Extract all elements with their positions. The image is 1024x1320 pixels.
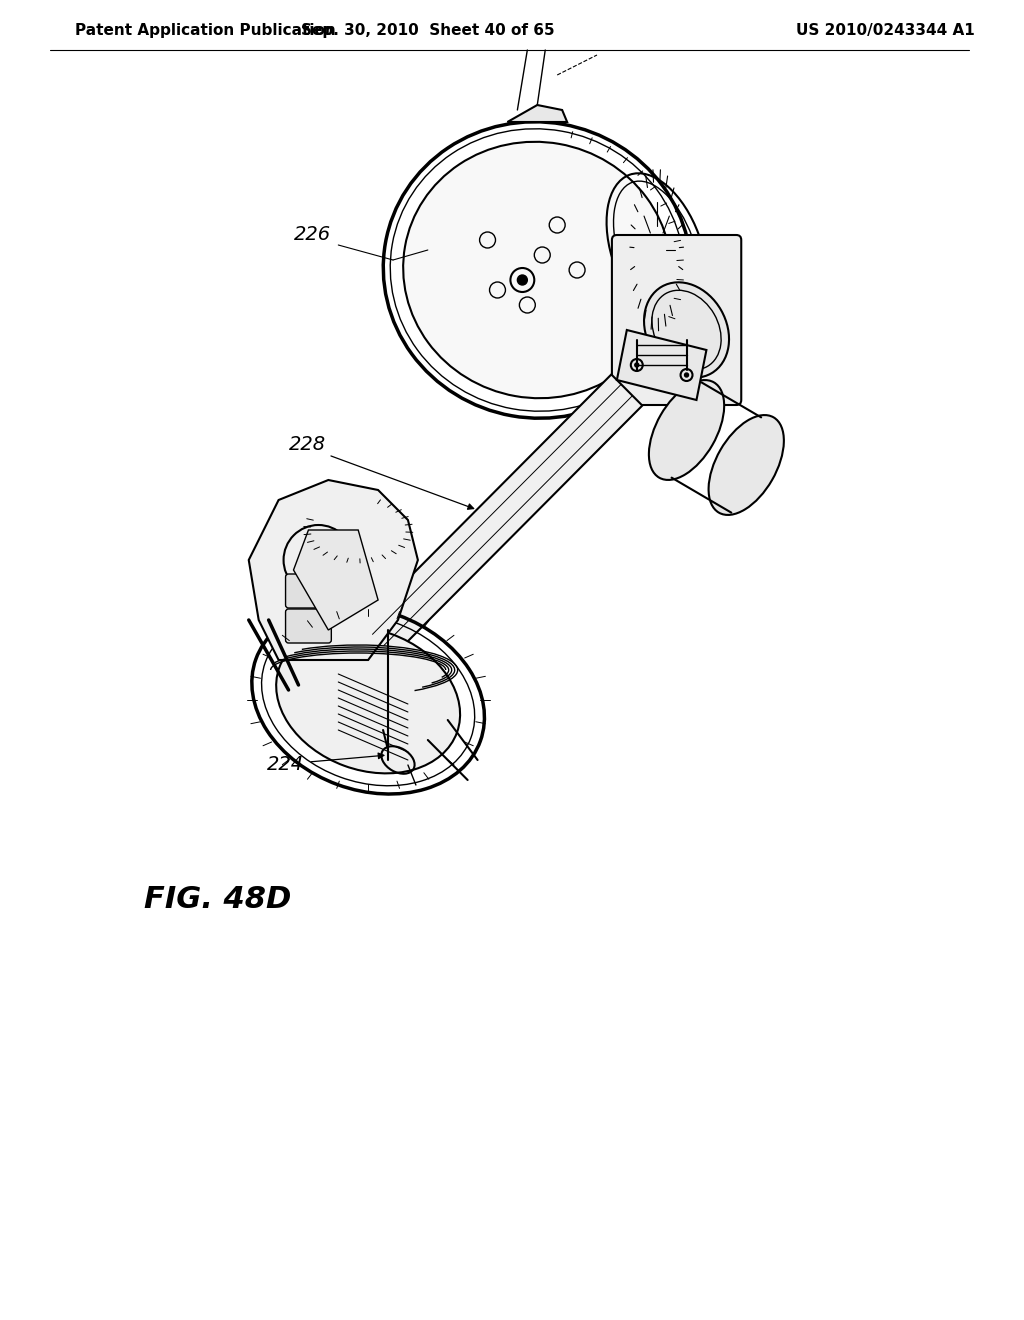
Ellipse shape bbox=[276, 627, 460, 774]
Polygon shape bbox=[362, 375, 642, 656]
FancyBboxPatch shape bbox=[286, 574, 332, 609]
Polygon shape bbox=[249, 480, 418, 660]
Ellipse shape bbox=[649, 380, 724, 480]
Text: US 2010/0243344 A1: US 2010/0243344 A1 bbox=[796, 22, 975, 37]
Circle shape bbox=[635, 363, 639, 367]
Ellipse shape bbox=[644, 282, 729, 378]
FancyBboxPatch shape bbox=[612, 235, 741, 405]
Polygon shape bbox=[294, 531, 378, 630]
Text: FIG. 48D: FIG. 48D bbox=[144, 886, 292, 915]
Ellipse shape bbox=[403, 141, 672, 399]
Text: Sep. 30, 2010  Sheet 40 of 65: Sep. 30, 2010 Sheet 40 of 65 bbox=[301, 22, 555, 37]
Text: 226: 226 bbox=[294, 224, 331, 244]
FancyBboxPatch shape bbox=[286, 609, 332, 643]
Text: 228: 228 bbox=[289, 436, 326, 454]
Polygon shape bbox=[616, 330, 707, 400]
Circle shape bbox=[517, 275, 527, 285]
Circle shape bbox=[684, 374, 688, 378]
Text: Patent Application Publication: Patent Application Publication bbox=[75, 22, 336, 37]
Text: 224: 224 bbox=[266, 755, 304, 774]
Ellipse shape bbox=[644, 343, 659, 367]
Polygon shape bbox=[508, 106, 567, 121]
Ellipse shape bbox=[709, 414, 783, 515]
